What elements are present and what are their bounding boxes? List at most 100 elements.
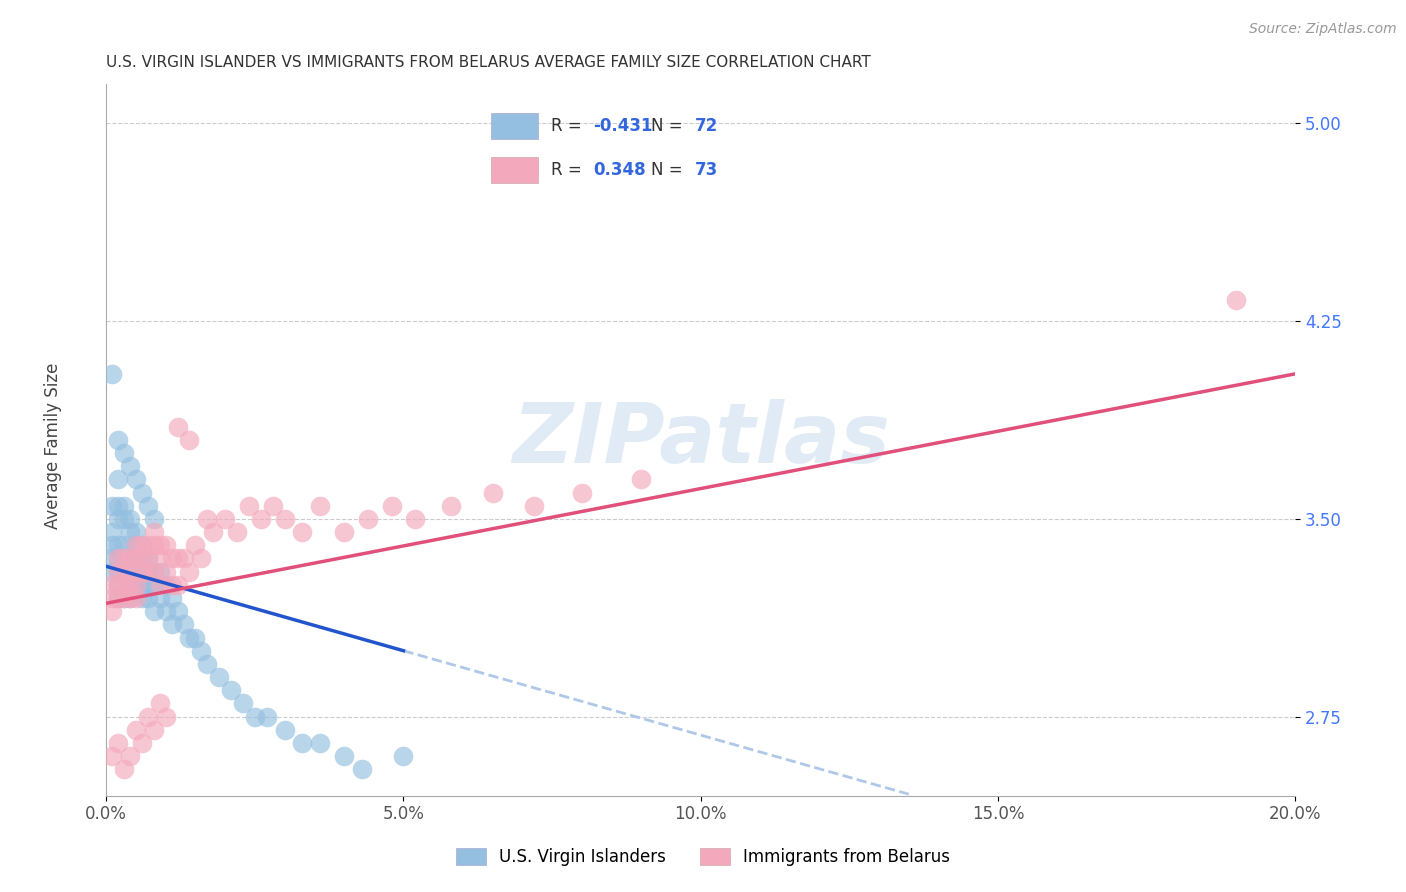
Point	[173, 551, 195, 566]
Point	[101, 524, 124, 539]
Point	[125, 551, 148, 566]
Point	[273, 723, 295, 737]
Point	[125, 538, 148, 552]
Point	[155, 538, 177, 552]
Point	[118, 578, 141, 592]
Point	[149, 697, 172, 711]
Point	[179, 565, 201, 579]
Point	[107, 736, 129, 750]
Point	[136, 565, 159, 579]
Point	[190, 551, 212, 566]
Point	[125, 591, 148, 605]
Point	[243, 709, 266, 723]
Point	[440, 499, 463, 513]
Point	[125, 524, 148, 539]
Point	[136, 578, 159, 592]
Point	[184, 631, 207, 645]
Point	[101, 551, 124, 566]
Point	[107, 591, 129, 605]
Point	[112, 591, 135, 605]
Point	[155, 565, 177, 579]
Point	[101, 591, 124, 605]
Point	[149, 538, 172, 552]
Point	[131, 736, 153, 750]
Point	[101, 578, 124, 592]
Point	[142, 524, 165, 539]
Point	[136, 551, 159, 566]
Point	[107, 551, 129, 566]
Point	[309, 736, 332, 750]
Point	[131, 551, 153, 566]
Point	[149, 578, 172, 592]
Point	[118, 591, 141, 605]
Point	[136, 538, 159, 552]
Point	[118, 565, 141, 579]
Point	[136, 591, 159, 605]
Point	[118, 551, 141, 566]
Point	[112, 551, 135, 566]
Point	[142, 512, 165, 526]
Point	[142, 565, 165, 579]
Point	[1225, 293, 1247, 307]
Point	[107, 565, 129, 579]
Point	[166, 551, 188, 566]
Point	[238, 499, 260, 513]
Point	[112, 578, 135, 592]
Point	[630, 472, 652, 486]
Text: Average Family Size: Average Family Size	[45, 363, 62, 529]
Point	[184, 538, 207, 552]
Point	[232, 697, 254, 711]
Point	[131, 591, 153, 605]
Legend: U.S. Virgin Islanders, Immigrants from Belarus: U.S. Virgin Islanders, Immigrants from B…	[447, 840, 959, 875]
Point	[142, 565, 165, 579]
Point	[112, 591, 135, 605]
Point	[219, 683, 242, 698]
Point	[131, 485, 153, 500]
Point	[125, 723, 148, 737]
Point	[118, 749, 141, 764]
Point	[131, 538, 153, 552]
Point	[381, 499, 404, 513]
Point	[131, 565, 153, 579]
Point	[101, 565, 124, 579]
Point	[142, 538, 165, 552]
Point	[136, 565, 159, 579]
Point	[142, 723, 165, 737]
Point	[155, 578, 177, 592]
Point	[160, 617, 183, 632]
Point	[107, 472, 129, 486]
Point	[202, 524, 225, 539]
Point	[107, 578, 129, 592]
Text: Source: ZipAtlas.com: Source: ZipAtlas.com	[1249, 22, 1396, 37]
Point	[214, 512, 236, 526]
Point	[101, 499, 124, 513]
Point	[112, 551, 135, 566]
Point	[262, 499, 284, 513]
Point	[208, 670, 231, 684]
Point	[173, 617, 195, 632]
Point	[481, 485, 503, 500]
Point	[101, 604, 124, 618]
Point	[195, 512, 218, 526]
Point	[112, 499, 135, 513]
Text: ZIPatlas: ZIPatlas	[512, 400, 890, 480]
Point	[571, 485, 593, 500]
Text: U.S. VIRGIN ISLANDER VS IMMIGRANTS FROM BELARUS AVERAGE FAMILY SIZE CORRELATION : U.S. VIRGIN ISLANDER VS IMMIGRANTS FROM …	[107, 55, 870, 70]
Point	[166, 604, 188, 618]
Point	[125, 578, 148, 592]
Point	[333, 749, 356, 764]
Point	[131, 578, 153, 592]
Point	[118, 591, 141, 605]
Point	[107, 578, 129, 592]
Point	[107, 499, 129, 513]
Point	[392, 749, 415, 764]
Point	[291, 736, 314, 750]
Point	[226, 524, 249, 539]
Point	[249, 512, 271, 526]
Point	[523, 499, 546, 513]
Point	[107, 512, 129, 526]
Point	[273, 512, 295, 526]
Point	[404, 512, 426, 526]
Point	[179, 433, 201, 447]
Point	[131, 538, 153, 552]
